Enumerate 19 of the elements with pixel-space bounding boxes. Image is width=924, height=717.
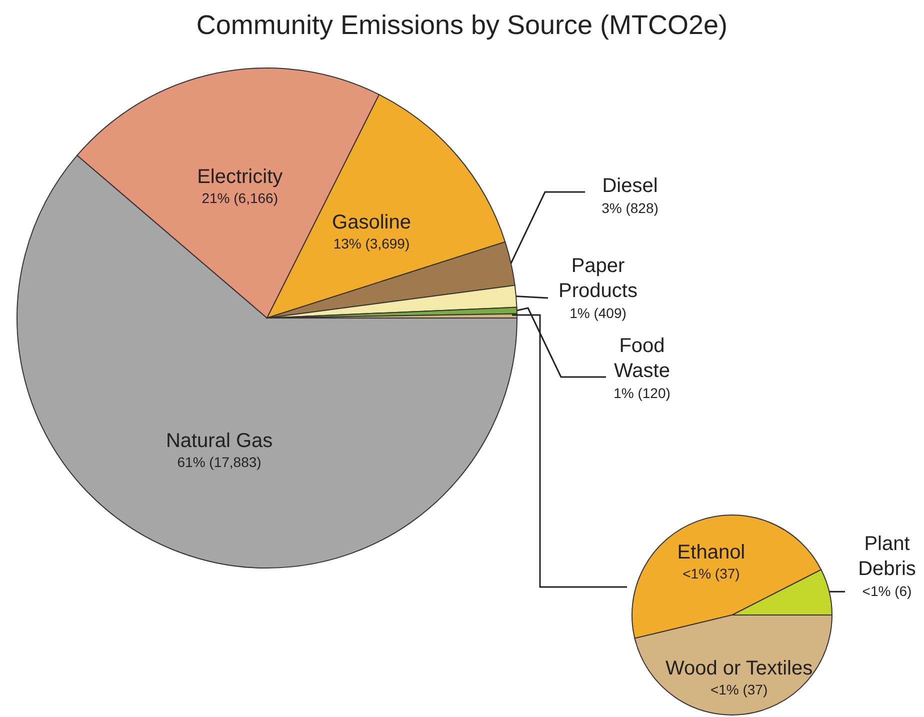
- slice-label: Diesel: [602, 175, 658, 197]
- data-label: 1% (120): [614, 385, 670, 401]
- slice-label: Food Waste: [614, 335, 670, 382]
- data-label: 13% (3,699): [333, 236, 410, 252]
- data-label: <1% (37): [682, 566, 740, 582]
- slice-label: Plant Debris: [858, 533, 916, 580]
- chart-title: Community Emissions by Source (MTCO2e): [195, 10, 729, 41]
- data-label: <1% (37): [710, 682, 768, 698]
- slice-label: Paper Products: [558, 255, 638, 302]
- slice-label: Gasoline: [332, 212, 411, 234]
- slice-label: Electricity: [197, 166, 283, 188]
- data-label: 3% (828): [602, 200, 658, 216]
- data-label: 21% (6,166): [202, 190, 278, 206]
- data-label: <1% (6): [862, 583, 912, 599]
- slice-label: Ethanol: [677, 542, 746, 564]
- slice-label: Natural Gas: [166, 430, 273, 452]
- data-label: 1% (409): [570, 305, 626, 321]
- slice-label: Wood or Textiles: [666, 658, 813, 680]
- data-label: 61% (17,883): [177, 454, 262, 470]
